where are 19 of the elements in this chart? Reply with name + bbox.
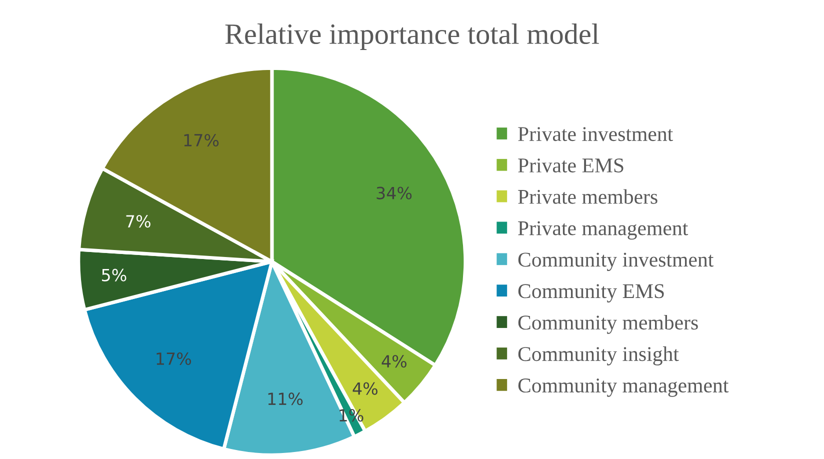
legend-label: Community members [518,314,698,334]
data-label: 1% [340,409,364,422]
legend-label: Community management [518,378,729,397]
legend-label: Private members [518,189,658,204]
legend-label: Community EMS [518,284,664,302]
data-label: 34% [376,186,412,200]
data-label: 4% [382,355,406,368]
data-label: 11% [268,392,303,406]
legend-label: Community investment [518,252,714,272]
legend-label: Private investment [518,127,674,142]
data-label: 5% [102,268,126,282]
data-label: 17% [184,134,219,147]
legend-label: Private EMS [518,158,624,172]
chart-title: Relative importance total model [225,23,599,50]
data-label: 7% [126,214,150,228]
legend-label: Private management [518,221,688,240]
data-label: 17% [156,352,192,365]
data-label: 4% [352,382,378,395]
legend-label: Community insight [518,346,679,366]
